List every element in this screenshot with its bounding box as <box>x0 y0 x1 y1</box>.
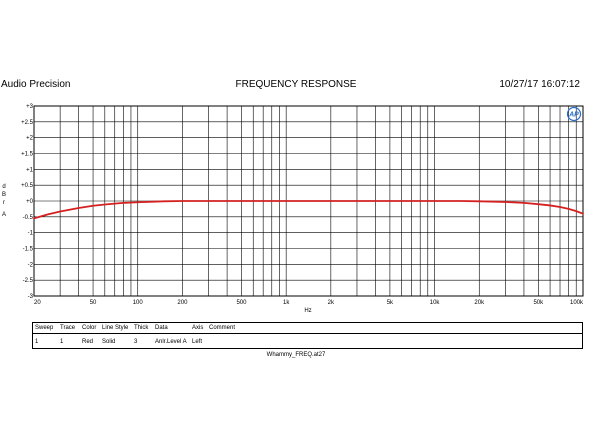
svg-text:d: d <box>2 184 5 190</box>
legend-header-color: Color <box>82 325 97 331</box>
legend-cell-axis: Left <box>192 339 203 345</box>
x-tick-label: 500 <box>236 300 247 306</box>
timestamp: 10/27/17 16:07:12 <box>499 79 580 90</box>
legend-cell-line-style: Solid <box>102 339 116 345</box>
svg-text:r: r <box>3 200 5 206</box>
y-tick-label: +2.5 <box>21 120 34 126</box>
y-tick-label: +1.5 <box>21 152 34 158</box>
audio-precision-ap-logo-icon: AP <box>566 106 582 122</box>
svg-text:A: A <box>2 212 6 218</box>
y-tick-label: +3 <box>26 104 34 110</box>
x-axis-label: Hz <box>304 308 311 314</box>
legend-header-data: Data <box>155 325 168 331</box>
x-tick-label: 100k <box>570 300 584 306</box>
x-tick-label: 50 <box>90 300 97 306</box>
x-tick-label: 100 <box>133 300 144 306</box>
x-tick-label: 1k <box>283 300 290 306</box>
legend-table: Sweep Trace Color Line Style Thick Data … <box>32 322 583 349</box>
x-tick-label: 20k <box>474 300 485 306</box>
y-tick-label: -2 <box>28 262 34 268</box>
y-tick-label: -2.5 <box>23 278 34 284</box>
y-tick-label: +1 <box>26 167 34 173</box>
x-tick-label: 2k <box>328 300 335 306</box>
y-tick-label: -3 <box>28 294 34 300</box>
x-tick-label: 10k <box>430 300 441 306</box>
legend-header-thick: Thick <box>134 325 149 331</box>
svg-text:AP: AP <box>568 112 579 119</box>
legend-cell-color: Red <box>82 339 94 345</box>
x-tick-label: 200 <box>177 300 188 306</box>
y-tick-label: +0.5 <box>21 183 34 189</box>
chart-series <box>33 200 584 220</box>
legend-cell-thick: 3 <box>134 339 138 345</box>
legend-cell-data: Anlr.Level A <box>155 339 187 345</box>
x-tick-label: 5k <box>387 300 394 306</box>
legend-header-axis: Axis <box>192 325 204 331</box>
legend-cell-trace: 1 <box>60 339 64 345</box>
y-axis-label: d B r A <box>2 184 6 218</box>
legend-header-sweep: Sweep <box>35 325 54 331</box>
y-tick-label: -0.5 <box>23 215 34 221</box>
y-tick-label: -1 <box>28 231 34 237</box>
app-name: Audio Precision <box>1 79 71 90</box>
legend-cell-sweep: 1 <box>35 339 39 345</box>
y-tick-label: +2 <box>26 136 34 142</box>
x-tick-label: 20 <box>34 300 41 306</box>
y-tick-label: -1.5 <box>23 247 34 253</box>
svg-text:B: B <box>2 192 6 198</box>
legend-table-divider <box>33 333 582 334</box>
series-line <box>33 200 584 220</box>
y-tick-label: +0 <box>26 199 34 205</box>
legend-header-trace: Trace <box>60 325 76 331</box>
plot-frame <box>33 105 584 297</box>
x-tick-label: 50k <box>533 300 544 306</box>
chart-ticks: +3+2.5+2+1.5+1+0.5+0-0.5-1-1.5-2-2.5-320… <box>21 104 584 306</box>
legend-header-comment: Comment <box>209 325 236 331</box>
chart-title: FREQUENCY RESPONSE <box>235 79 357 90</box>
filename: Whammy_FREQ.at27 <box>266 352 326 358</box>
legend-header-line-style: Line Style <box>102 325 129 331</box>
